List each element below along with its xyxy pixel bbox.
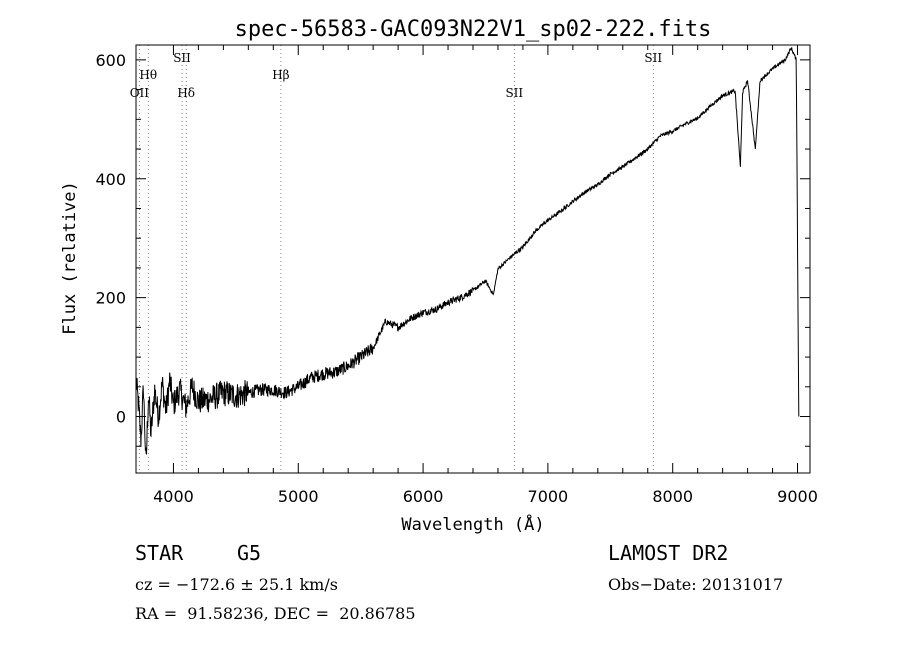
emission-line-label: SII [644,51,662,65]
x-tick-label: 7000 [528,487,569,506]
emission-line-label: SII [505,86,523,100]
y-tick-label: 400 [95,170,126,189]
emission-line-label: SII [173,51,191,65]
redshift-text: cz = −172.6 ± 25.1 km/s [135,575,338,594]
y-tick-label: 0 [116,408,126,427]
emission-line-labels: OII Hθ SII Hδ Hβ SII SII [130,51,663,100]
x-axis-label: Wavelength (Å) [401,513,544,535]
plot-frame [135,44,811,474]
y-tick-label: 600 [95,51,126,70]
x-tick-label: 4000 [153,487,194,506]
coordinates: RA = 91.58236, DEC = 20.86785 [135,604,416,623]
axis-ticks: 4000 5000 6000 7000 8000 9000 0 200 400 600 [95,45,818,506]
emission-line-guides [138,45,654,473]
spectral-subclass: G5 [237,541,262,565]
spectrum-line [135,47,800,455]
axes [135,44,811,474]
survey-label: LAMOST DR2 [608,541,729,565]
emission-line-label: OII [130,86,150,100]
y-tick-label: 200 [95,289,126,308]
x-tick-label: 9000 [777,487,818,506]
x-tick-label: 5000 [278,487,319,506]
observation-date: Obs−Date: 20131017 [608,575,784,594]
emission-line-label: Hθ [139,68,157,82]
chart-title: spec-56583-GAC093N22V1_sp02-222.fits [235,17,712,42]
emission-line-label: Hδ [177,86,195,100]
y-axis-label: Flux (relative) [60,181,80,335]
x-tick-label: 8000 [652,487,693,506]
x-tick-label: 6000 [403,487,444,506]
object-class: STAR [135,541,184,565]
emission-line-label: Hβ [272,68,289,82]
